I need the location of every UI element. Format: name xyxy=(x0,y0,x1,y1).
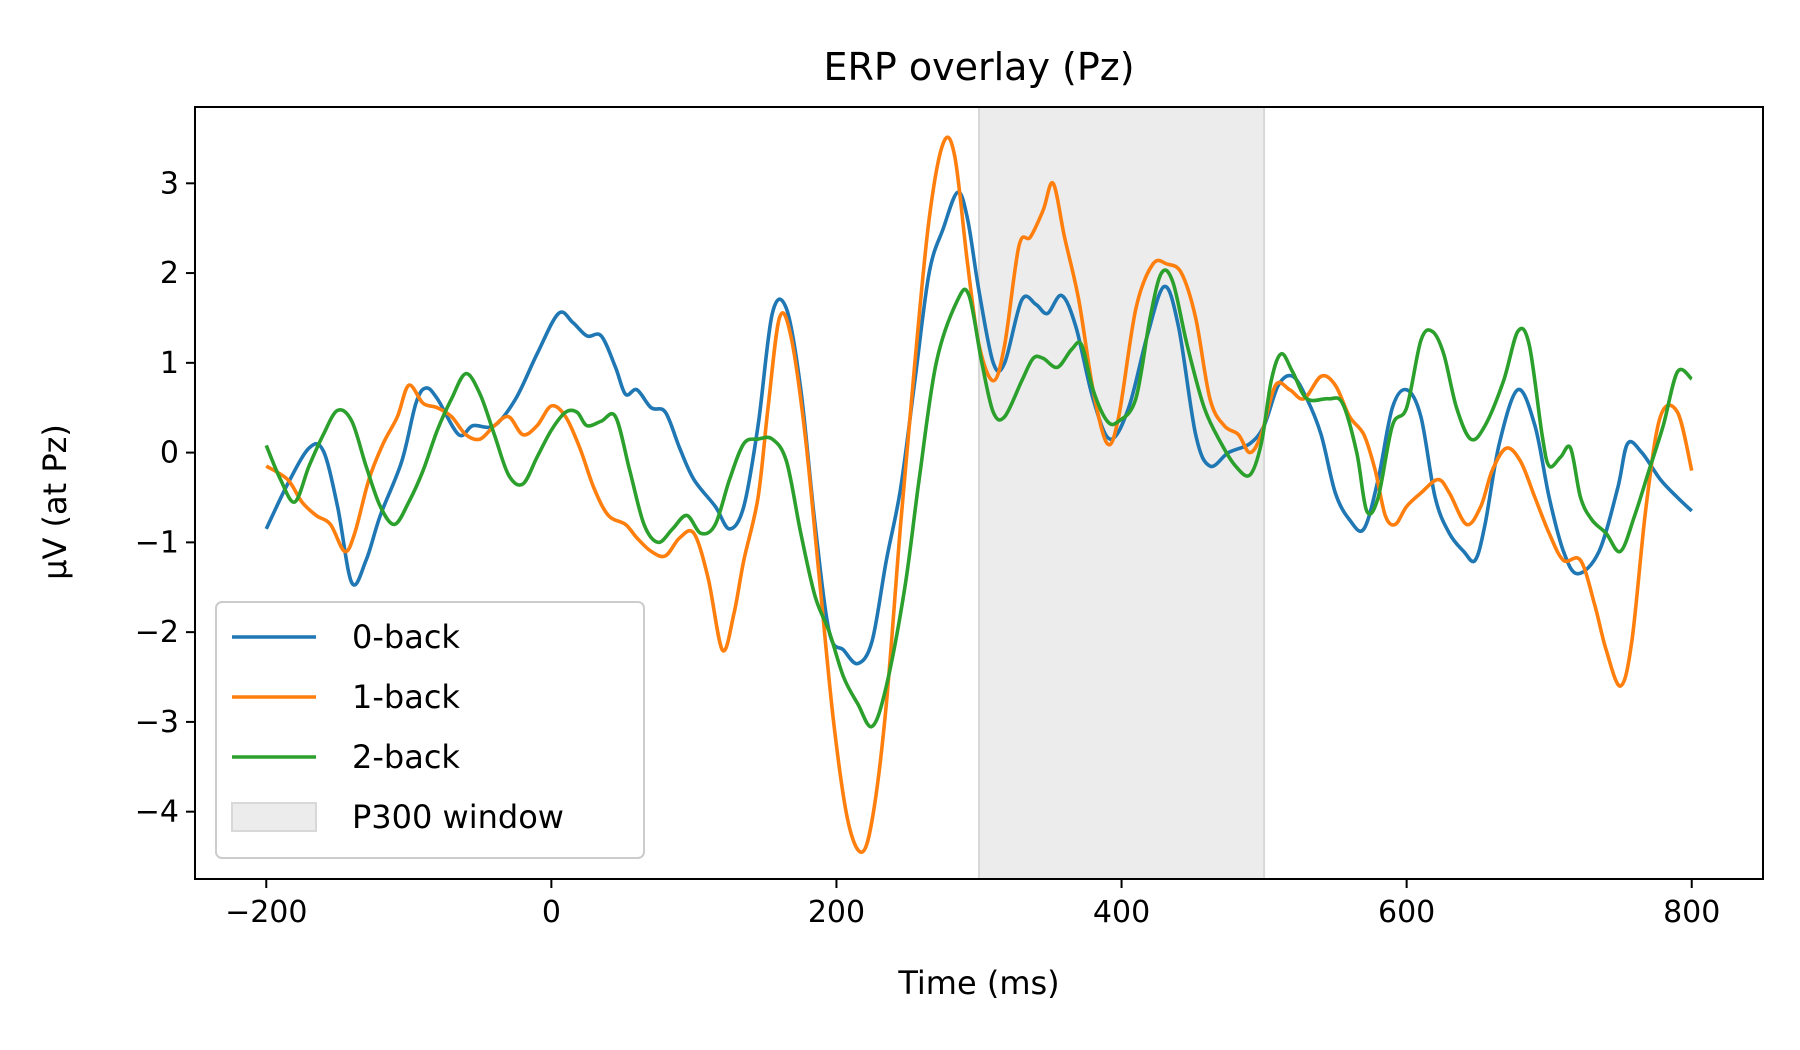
x-tick-label: 0 xyxy=(542,895,561,930)
y-tick-label: −1 xyxy=(135,525,179,560)
legend: 0-back 1-back 2-back P300 window xyxy=(215,601,645,859)
series-line-0-back xyxy=(264,190,1693,666)
y-tick-label: 0 xyxy=(160,436,179,471)
y-tick-label: 3 xyxy=(160,166,179,201)
legend-label-p300-window: P300 window xyxy=(352,798,564,836)
legend-box xyxy=(215,601,645,859)
y-axis-title: µV (at Pz) xyxy=(36,424,74,580)
x-axis-title: Time (ms) xyxy=(897,964,1059,1002)
y-tick-label: 1 xyxy=(160,346,179,381)
x-tick-label: 800 xyxy=(1663,895,1720,930)
series-line-1-back xyxy=(265,135,1694,854)
series-lines xyxy=(264,135,1694,854)
x-tick-label: −200 xyxy=(225,895,307,930)
x-tick-label: 200 xyxy=(808,895,865,930)
series-line-2-back xyxy=(264,268,1693,729)
y-tick-label: −4 xyxy=(135,795,179,830)
p300-window-region xyxy=(978,106,1266,880)
y-tick-label: 2 xyxy=(160,256,179,291)
y-tick-label: −3 xyxy=(135,705,179,740)
x-tick-label: 400 xyxy=(1093,895,1150,930)
legend-label-1-back: 1-back xyxy=(352,678,460,716)
legend-label-2-back: 2-back xyxy=(352,738,460,776)
legend-label-0-back: 0-back xyxy=(352,618,460,656)
y-tick-label: −2 xyxy=(135,615,179,650)
chart-title: ERP overlay (Pz) xyxy=(823,45,1134,89)
axes-frame xyxy=(194,106,1764,880)
plot-area: −200 0 200 400 600 800 −4 −3 −2 −1 0 1 2 3 xyxy=(135,106,1764,930)
legend-swatch-p300-window xyxy=(231,802,317,832)
x-tick-label: 600 xyxy=(1378,895,1435,930)
